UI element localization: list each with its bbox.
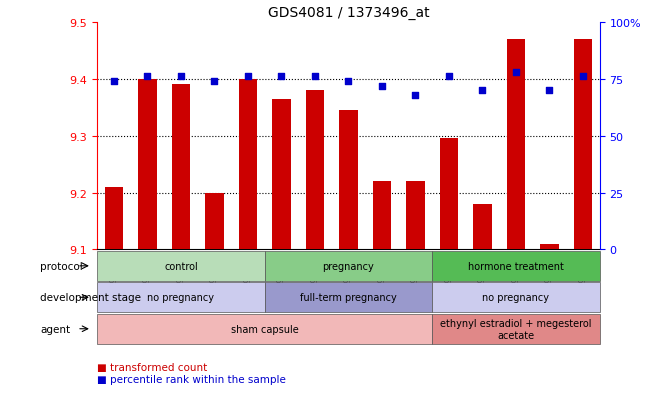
Point <box>444 74 454 81</box>
Bar <box>507 40 525 250</box>
Bar <box>272 100 291 250</box>
Text: full-term pregnancy: full-term pregnancy <box>300 292 397 303</box>
Bar <box>406 182 425 250</box>
Title: GDS4081 / 1373496_at: GDS4081 / 1373496_at <box>267 6 429 20</box>
Text: sham capsule: sham capsule <box>230 324 299 334</box>
Text: development stage: development stage <box>40 292 141 303</box>
Point <box>377 83 387 90</box>
Point <box>310 74 320 81</box>
Point <box>176 74 186 81</box>
Text: ethynyl estradiol + megesterol
acetate: ethynyl estradiol + megesterol acetate <box>440 318 592 340</box>
Point <box>276 74 287 81</box>
Bar <box>540 244 559 250</box>
Bar <box>138 79 157 250</box>
Point <box>243 74 253 81</box>
Bar <box>440 139 458 250</box>
Bar <box>339 111 358 250</box>
Text: ■ transformed count: ■ transformed count <box>97 362 208 372</box>
Text: ■ percentile rank within the sample: ■ percentile rank within the sample <box>97 374 286 384</box>
Point <box>343 78 354 85</box>
Bar <box>473 204 492 250</box>
Bar <box>205 193 224 250</box>
Bar <box>574 40 592 250</box>
Bar <box>373 182 391 250</box>
Text: no pregnancy: no pregnancy <box>147 292 214 303</box>
Text: agent: agent <box>40 324 70 334</box>
Bar <box>239 79 257 250</box>
Text: control: control <box>164 261 198 271</box>
Point <box>511 69 521 76</box>
Bar <box>172 85 190 250</box>
Text: pregnancy: pregnancy <box>322 261 375 271</box>
Point <box>578 74 588 81</box>
Text: no pregnancy: no pregnancy <box>482 292 549 303</box>
Text: protocol: protocol <box>40 261 83 271</box>
Point <box>142 74 153 81</box>
Bar <box>306 91 324 250</box>
Point <box>544 88 555 94</box>
Point <box>109 78 119 85</box>
Text: hormone treatment: hormone treatment <box>468 261 564 271</box>
Point <box>410 92 421 99</box>
Bar <box>105 188 123 250</box>
Point <box>477 88 488 94</box>
Point <box>209 78 220 85</box>
